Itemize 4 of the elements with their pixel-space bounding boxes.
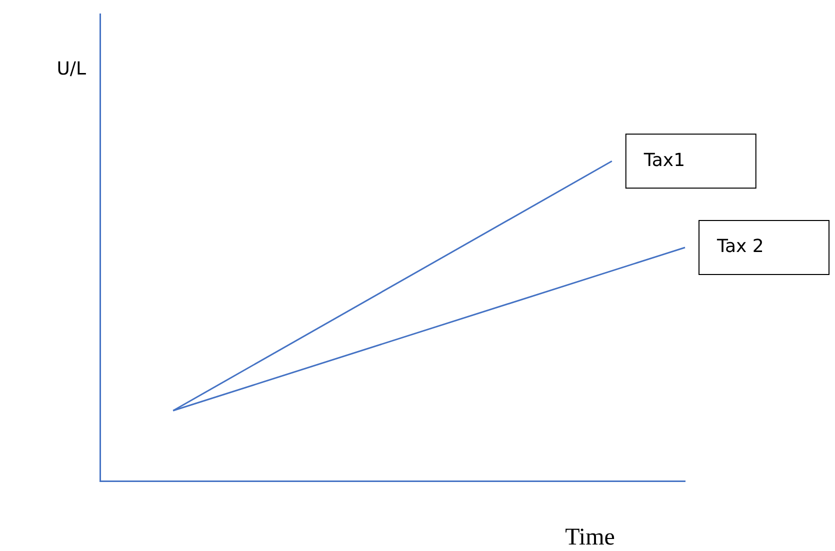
x-axis-title: Time [565,524,615,550]
y-axis-title: U/L [56,58,86,80]
series-label: Tax1 [642,150,686,171]
series-label: Tax 2 [716,236,764,258]
